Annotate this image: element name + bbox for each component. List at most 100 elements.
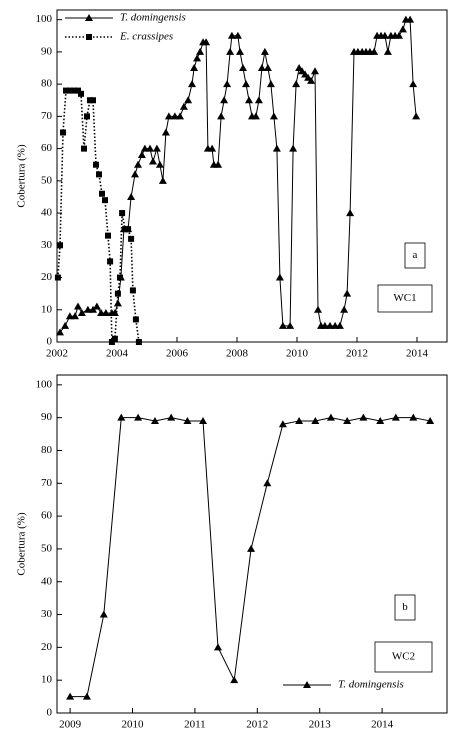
y-tick-label: 90	[41, 45, 53, 57]
marker	[278, 420, 287, 428]
marker	[66, 692, 75, 700]
marker	[220, 96, 229, 104]
marker	[320, 321, 329, 329]
legend-marker	[303, 681, 311, 688]
annotation-box	[394, 594, 416, 621]
marker	[278, 321, 287, 329]
marker	[383, 47, 392, 55]
marker	[96, 171, 102, 178]
marker	[183, 416, 192, 424]
marker	[346, 209, 355, 217]
marker	[146, 144, 154, 152]
x-tick-label: 2009	[59, 719, 82, 731]
marker	[227, 31, 236, 39]
marker	[99, 610, 108, 618]
marker	[272, 144, 281, 152]
marker	[61, 321, 70, 329]
marker	[89, 305, 97, 313]
legend-marker	[85, 14, 93, 21]
y-tick-label: 100	[36, 13, 53, 25]
y-tick-label: 40	[41, 207, 53, 219]
marker	[406, 15, 415, 23]
y-tick-label: 10	[41, 674, 53, 686]
marker	[56, 328, 64, 336]
annotation: b	[402, 601, 408, 613]
annotation: WC1	[393, 292, 416, 304]
annotation-box	[404, 242, 426, 269]
y-tick-label: 60	[41, 510, 53, 522]
marker	[117, 413, 126, 421]
marker	[239, 64, 247, 72]
marker	[292, 80, 301, 88]
marker	[236, 47, 244, 55]
x-tick-label: 2008	[226, 348, 249, 360]
annotation: a	[413, 249, 418, 261]
y-tick-label: 40	[41, 575, 53, 587]
y-axis-label: Cobertura (%)	[16, 512, 28, 576]
marker	[170, 112, 179, 120]
x-tick-label: 2014	[371, 719, 394, 731]
marker	[164, 112, 173, 120]
marker	[245, 96, 253, 104]
marker	[184, 96, 193, 104]
x-tick-label: 2002	[46, 348, 68, 360]
marker	[242, 80, 250, 88]
marker	[226, 47, 235, 55]
y-tick-label: 20	[41, 271, 53, 283]
marker	[90, 97, 96, 104]
marker	[409, 80, 418, 88]
marker	[107, 258, 114, 265]
marker	[66, 87, 73, 94]
marker	[63, 87, 69, 94]
marker	[128, 235, 135, 242]
marker	[223, 80, 232, 88]
marker	[125, 226, 132, 233]
marker	[135, 339, 142, 345]
marker	[370, 47, 379, 55]
marker	[161, 128, 170, 136]
y-tick-label: 50	[41, 542, 53, 554]
series-line	[59, 19, 417, 333]
y-tick-label: 0	[47, 707, 53, 719]
x-tick-label: 2014	[406, 348, 429, 360]
legend-marker	[86, 34, 92, 40]
marker	[82, 692, 91, 700]
marker	[199, 416, 208, 424]
marker	[102, 197, 108, 204]
marker	[343, 289, 352, 297]
marker	[395, 31, 403, 39]
marker	[266, 80, 275, 88]
marker	[263, 479, 272, 487]
y-tick-label: 30	[41, 239, 53, 251]
marker	[111, 335, 118, 342]
marker	[127, 192, 136, 200]
marker	[295, 416, 304, 424]
x-tick-label: 2004	[106, 348, 129, 360]
x-tick-label: 2010	[286, 348, 309, 360]
marker	[251, 112, 260, 120]
marker	[289, 144, 298, 152]
y-tick-label: 50	[41, 174, 53, 186]
marker	[230, 676, 239, 684]
marker	[359, 413, 368, 421]
marker	[426, 416, 435, 424]
marker	[101, 308, 110, 316]
marker	[132, 316, 139, 323]
y-tick-label: 20	[41, 641, 53, 653]
x-tick-label: 2013	[309, 719, 332, 731]
series-line	[57, 89, 140, 344]
marker	[150, 416, 159, 424]
y-axis-label: Cobertura (%)	[16, 144, 28, 208]
marker	[190, 64, 199, 72]
y-tick-label: 80	[41, 444, 53, 456]
marker	[343, 416, 352, 424]
marker	[114, 290, 121, 297]
marker	[167, 413, 176, 421]
x-tick-label: 2010	[122, 719, 145, 731]
marker	[176, 112, 184, 120]
marker	[155, 160, 164, 168]
marker	[214, 160, 223, 168]
x-tick-label: 2011	[184, 719, 206, 731]
marker	[326, 413, 335, 421]
marker	[131, 170, 139, 178]
